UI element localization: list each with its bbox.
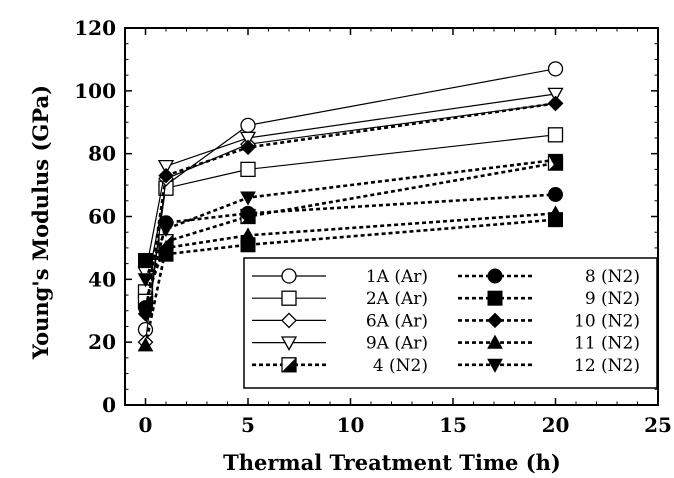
- legend: 1A (Ar)2A (Ar)6A (Ar) 9A (Ar)4 (N2) 8 (N2)…: [243, 257, 658, 389]
- legend-item-8: 10 (N2): [458, 311, 640, 331]
- legend-label: 2A (Ar): [366, 289, 428, 309]
- legend-label: 10 (N2): [574, 311, 640, 331]
- y-tick-label: 40: [88, 267, 116, 291]
- legend-label: 9A (Ar): [366, 334, 428, 354]
- marker-circle-open: [240, 117, 256, 134]
- series-9: [137, 205, 564, 352]
- legend-item-9: 11 (N2): [458, 334, 640, 354]
- marker-square-filled: [138, 252, 153, 268]
- legend-label: 9 (N2): [585, 289, 640, 309]
- legend-label: 1A (Ar): [366, 267, 428, 287]
- legend-item-6: 8 (N2): [458, 267, 640, 287]
- marker-triangle-down-open: [157, 159, 175, 175]
- x-tick-label: 25: [644, 413, 672, 437]
- series-8: [137, 95, 564, 322]
- legend-box: [243, 257, 658, 389]
- legend-item-5: 4 (N2): [252, 356, 428, 376]
- series-line: [144, 102, 556, 315]
- marker-circle-filled: [487, 268, 503, 284]
- legend-item-2: 2A (Ar): [252, 289, 428, 309]
- legend-label: 4 (N2): [373, 356, 428, 376]
- marker-triangle-up-filled: [487, 334, 503, 349]
- series-line: [144, 93, 556, 274]
- marker-diamond-filled: [547, 95, 564, 112]
- marker-triangle-down-filled: [137, 273, 154, 288]
- series-line: [145, 218, 556, 262]
- series-line: [144, 161, 556, 302]
- marker-circle-open: [547, 61, 564, 77]
- series-2: [137, 127, 564, 300]
- marker-triangle-down-open: [239, 131, 257, 147]
- y-tick-label: 120: [74, 16, 116, 40]
- legend-item-7: 9 (N2): [458, 289, 640, 309]
- legend-label: 12 (N2): [574, 356, 640, 376]
- marker-square-open: [281, 290, 297, 306]
- marker-triangle-down-filled: [487, 358, 503, 373]
- series-10: [137, 153, 564, 288]
- y-tick-label: 60: [88, 205, 116, 229]
- marker-diamond-filled: [487, 312, 503, 329]
- marker-square-open: [240, 161, 256, 178]
- marker-triangle-down-filled: [158, 222, 174, 238]
- marker-triangle-up-filled: [547, 205, 564, 220]
- legend-label: 6A (Ar): [366, 311, 428, 331]
- marker-circle-filled: [240, 205, 256, 221]
- legend-label: 8 (N2): [585, 267, 640, 287]
- y-tick-label: 0: [102, 393, 116, 417]
- series-line: [144, 193, 556, 308]
- marker-triangle-down-open: [280, 336, 298, 351]
- series-line: [144, 158, 556, 280]
- marker-triangle-down-open: [547, 87, 564, 103]
- y-tick-label: 100: [74, 79, 116, 103]
- marker-circle-open: [281, 268, 297, 284]
- marker-circle-filled: [548, 187, 563, 203]
- marker-triangle-up-filled: [240, 227, 256, 242]
- x-tick-label: 0: [139, 413, 153, 437]
- marker-triangle-up-filled: [137, 337, 154, 352]
- legend-item-10: 12 (N2): [458, 356, 640, 376]
- x-tick-label: 20: [542, 413, 570, 437]
- legend-item-4: 9A (Ar): [252, 334, 428, 354]
- x-axis-title: Thermal Treatment Time (h): [223, 450, 561, 475]
- marker-diamond-open: [281, 312, 297, 329]
- x-tick-label: 10: [337, 413, 365, 437]
- marker-square-filled: [487, 290, 503, 306]
- marker-diamond-filled: [158, 167, 174, 184]
- x-tick-label: 15: [439, 413, 467, 437]
- marker-square-open: [547, 127, 564, 143]
- y-tick-label: 20: [88, 330, 116, 354]
- series-line: [144, 212, 556, 346]
- axis-ticks: 0 5 10 15 20 25 0 20 40 60 80 100 120: [74, 16, 672, 437]
- marker-diamond-filled: [240, 139, 256, 156]
- marker-triangle-down-filled: [240, 191, 256, 206]
- series-line: [144, 134, 556, 293]
- legend-label: 11 (N2): [574, 334, 640, 354]
- legend-item-3: 6A (Ar): [252, 311, 428, 331]
- marker-square-half: [281, 357, 297, 373]
- marker-triangle-down-filled: [547, 153, 564, 168]
- x-tick-label: 5: [241, 413, 255, 437]
- series-layer: [137, 61, 564, 352]
- y-tick-label: 80: [88, 142, 116, 166]
- legend-item-1: 1A (Ar): [252, 267, 428, 287]
- marker-triangle-up-filled: [158, 239, 174, 255]
- y-axis-title: Young's Modulus (GPa): [28, 85, 53, 360]
- marker-diamond-filled: [137, 306, 154, 322]
